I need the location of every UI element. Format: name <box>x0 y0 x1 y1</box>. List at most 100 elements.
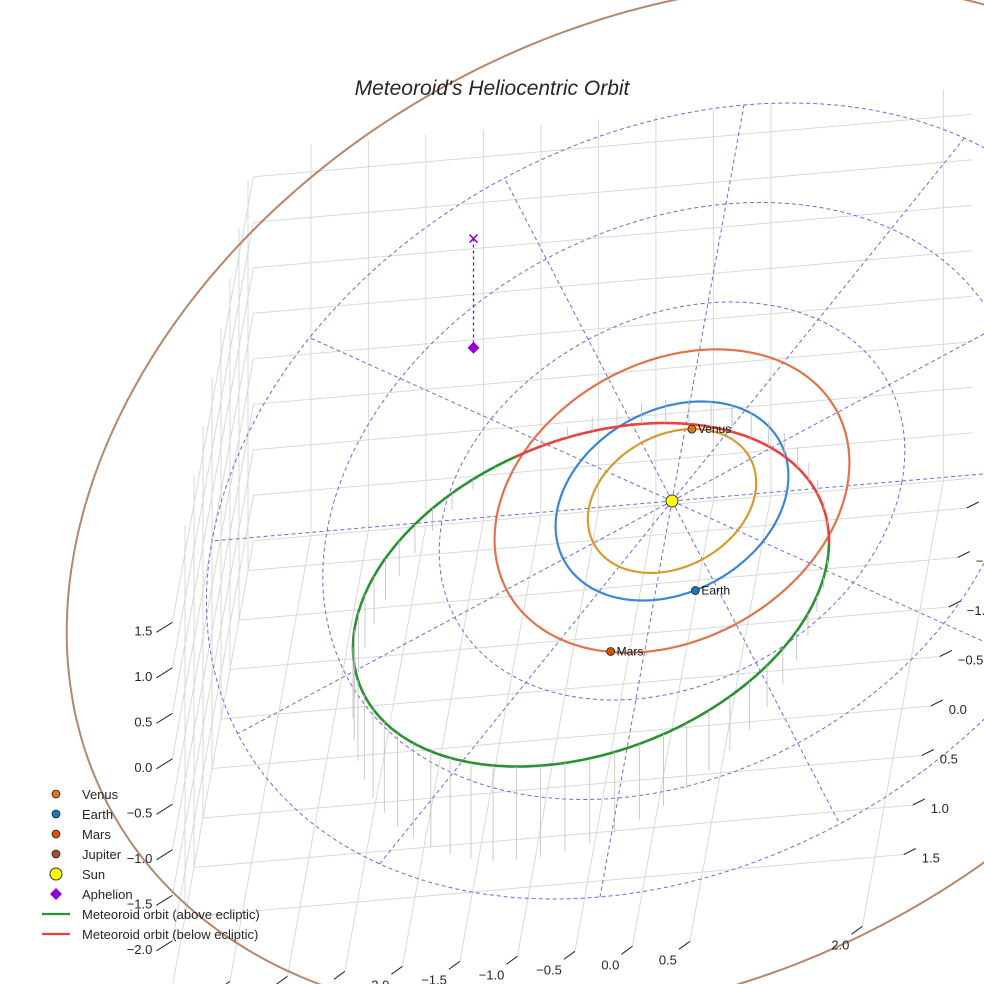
grid-line-sidewall-z <box>253 477 973 542</box>
grid-line-floor-y <box>202 755 922 819</box>
meteoroid-orbit-below <box>730 430 831 547</box>
reference-radial-line <box>211 500 673 542</box>
x-tick-mark <box>391 965 403 975</box>
label-mars: Mars <box>617 645 644 659</box>
grid-line-backwall-z <box>171 267 254 714</box>
x-tick-mark <box>851 925 863 935</box>
x-tick-mark <box>563 950 576 960</box>
marker-earth <box>690 586 700 595</box>
grid-line-backwall-z <box>171 222 254 668</box>
x-tick-label: 0.5 <box>659 952 677 967</box>
grid-line-sidewall-z <box>253 204 973 269</box>
grid-line-backwall-z <box>172 540 254 984</box>
z-tick-label: 1.5 <box>134 623 152 638</box>
grid-line-backwall-z <box>171 176 254 623</box>
grid-line-floor-x <box>689 495 772 942</box>
x-tick-mark <box>621 945 633 955</box>
legend-label: Sun <box>82 867 105 882</box>
y-tick-label: 1.0 <box>931 801 949 816</box>
orbit-venus <box>586 428 758 574</box>
legend-swatch <box>50 888 62 900</box>
y-tick-label: 1.5 <box>922 851 940 866</box>
y-tick-label: 0.5 <box>940 752 958 767</box>
orbit-earth <box>554 400 790 602</box>
grid-line-sidewall-z <box>253 295 973 360</box>
reference-radial-line <box>671 137 965 502</box>
orbit-jupiter <box>65 0 984 984</box>
label-earth: Earth <box>701 584 730 598</box>
grid-line-floor-x <box>401 520 484 967</box>
legend-label: Meteoroid orbit (above ecliptic) <box>82 907 260 922</box>
z-tick-mark <box>156 758 173 770</box>
legend-label: Mars <box>82 827 111 842</box>
legend-label: Jupiter <box>82 847 122 862</box>
y-tick-mark <box>921 749 934 756</box>
x-tick-label: −1.0 <box>479 967 505 982</box>
x-tick-mark <box>506 955 518 965</box>
grid-line-backwall-z <box>171 358 254 805</box>
grid-line-backwall-z <box>171 495 254 941</box>
z-tick-label: 0.5 <box>134 714 152 729</box>
legend-label: Earth <box>82 807 113 822</box>
x-tick-label: 0.0 <box>601 957 619 972</box>
z-tick-label: −1.5 <box>127 896 153 911</box>
x-tick-mark <box>678 940 691 950</box>
grid-line-sidewall-z <box>253 159 973 223</box>
z-tick-mark <box>156 667 173 679</box>
reference-radial-line <box>671 500 841 825</box>
y-tick-mark <box>903 848 916 855</box>
reference-radial-line <box>237 500 673 735</box>
grid-line-floor-y <box>193 804 913 868</box>
axis-ticks: 1.51.00.50.0−0.5−1.0−1.5−2.0−2.5−3.5−3.0… <box>127 501 984 984</box>
z-tick-mark <box>156 712 173 724</box>
reference-rings <box>205 102 984 900</box>
grid-line-floor-y <box>211 705 931 769</box>
meteoroid-orbit <box>351 399 831 861</box>
legend-label: Venus <box>82 787 119 802</box>
x-tick-mark <box>276 975 288 984</box>
grid-line-floor-y <box>220 656 940 720</box>
grid-line-floor-x <box>574 505 657 952</box>
z-tick-mark <box>156 894 173 906</box>
grid-line-floor-y <box>184 854 904 918</box>
x-tick-label: −1.5 <box>421 972 447 984</box>
z-tick-mark <box>156 940 173 952</box>
aphelion-cross-marker <box>468 234 479 244</box>
grid-line-backwall-z <box>171 404 254 850</box>
grid-line-floor-x <box>861 480 944 927</box>
z-tick-mark <box>156 621 173 633</box>
grid-line-floor-x <box>631 500 714 947</box>
x-tick-mark <box>225 980 231 984</box>
z-tick-mark <box>156 849 173 861</box>
x-tick-label: 2.0 <box>831 937 849 952</box>
legend-swatch <box>51 849 61 859</box>
grid-line-floor-y <box>247 507 967 571</box>
y-tick-mark <box>912 798 925 806</box>
z-tick-label: −0.5 <box>127 805 153 820</box>
aphelion-diamond-marker <box>467 341 480 354</box>
y-tick-mark <box>930 699 943 707</box>
legend-label: Aphelion <box>82 887 133 902</box>
legend-swatch <box>51 809 61 819</box>
reference-radial-line <box>671 500 984 643</box>
grid-line-backwall-z <box>171 449 254 896</box>
grid-line-floor-y <box>238 557 958 621</box>
grid-line-sidewall-z <box>253 113 973 178</box>
grid-line-sidewall-z <box>253 341 973 405</box>
y-tick-mark <box>957 551 970 558</box>
reference-radial-line <box>379 500 673 865</box>
y-tick-label: −1.5 <box>976 554 984 569</box>
grid-line-floor-x <box>229 535 312 982</box>
z-tick-label: 1.0 <box>134 669 152 684</box>
planet-orbits <box>65 0 984 984</box>
sun-marker <box>665 494 679 508</box>
grid-line-floor-x <box>286 530 369 977</box>
meteoroid-orbit-below <box>515 421 734 458</box>
y-tick-mark <box>948 600 961 608</box>
meteoroid-orbit-above <box>351 455 831 768</box>
reference-radial-line <box>309 337 673 502</box>
y-tick-mark <box>966 501 979 509</box>
x-tick-label: −0.5 <box>536 962 562 977</box>
